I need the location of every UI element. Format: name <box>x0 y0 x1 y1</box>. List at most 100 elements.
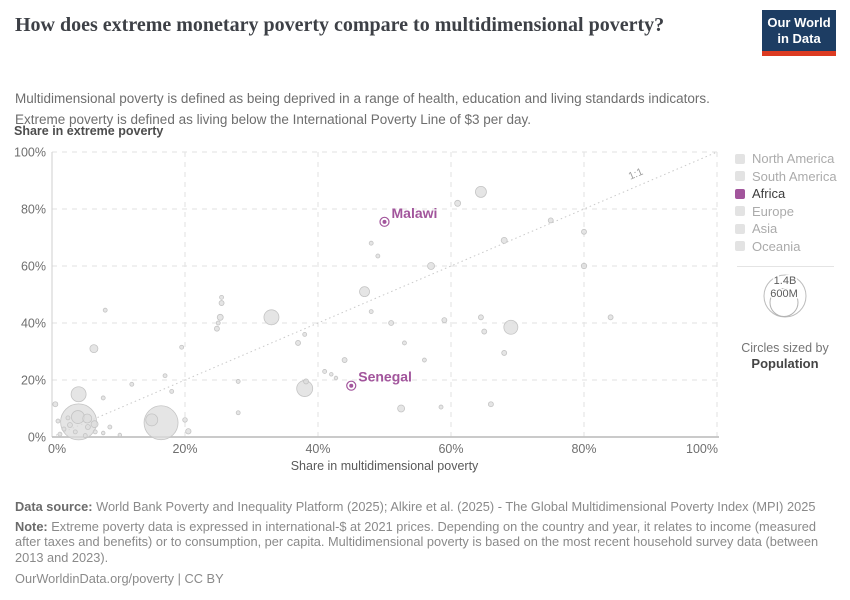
data-point[interactable] <box>129 381 135 387</box>
data-point[interactable] <box>52 401 59 408</box>
data-point[interactable] <box>263 309 280 326</box>
x-tick-label: 0% <box>48 442 66 456</box>
owid-logo[interactable]: Our World in Data <box>762 10 836 56</box>
legend-swatch-oceania <box>735 241 745 252</box>
data-point[interactable] <box>235 379 241 384</box>
data-point[interactable] <box>402 340 407 346</box>
size-legend-outer-label: 1.4B <box>774 275 797 287</box>
data-point[interactable] <box>487 401 494 408</box>
data-point[interactable] <box>388 320 395 326</box>
highlight-ring <box>379 216 390 227</box>
data-point[interactable] <box>454 199 462 207</box>
legend-item-europe[interactable]: Europe <box>735 203 845 221</box>
legend-label-africa: Africa <box>752 186 786 202</box>
data-point[interactable] <box>438 404 444 410</box>
data-point[interactable] <box>57 431 63 437</box>
data-point[interactable] <box>368 309 374 315</box>
data-point[interactable] <box>607 314 614 321</box>
data-point[interactable] <box>185 428 192 435</box>
data-point[interactable] <box>61 426 67 432</box>
data-point[interactable] <box>179 344 185 350</box>
labeled-point-malawi[interactable]: Malawi <box>379 205 437 227</box>
data-point[interactable] <box>322 369 328 374</box>
page-title: How does extreme monetary poverty compar… <box>15 14 665 36</box>
data-point[interactable] <box>500 236 508 244</box>
data-point[interactable] <box>90 420 99 429</box>
data-point[interactable] <box>475 186 487 198</box>
data-point[interactable] <box>107 424 113 430</box>
data-point[interactable] <box>89 344 99 354</box>
data-point[interactable] <box>65 415 71 421</box>
data-point[interactable] <box>218 300 225 306</box>
note-label: Note: <box>15 518 48 534</box>
data-point[interactable] <box>219 294 224 300</box>
data-point[interactable] <box>295 340 301 346</box>
legend-swatch-north-america <box>735 153 745 164</box>
data-point[interactable] <box>478 314 484 321</box>
data-point[interactable] <box>581 228 587 235</box>
data-point[interactable] <box>92 429 98 435</box>
highlight-ring <box>346 380 357 391</box>
x-tick-label: 100% <box>686 442 718 456</box>
legend-label-europe: Europe <box>752 203 794 219</box>
one-to-one-label: 1:1 <box>627 166 645 183</box>
legend-item-africa[interactable]: Africa <box>735 185 845 203</box>
data-point[interactable] <box>329 372 334 377</box>
data-point[interactable] <box>501 350 508 356</box>
data-point[interactable] <box>117 432 123 438</box>
legend-item-north-america[interactable]: North America <box>735 150 845 168</box>
data-point[interactable] <box>375 253 381 259</box>
data-point[interactable] <box>421 357 427 363</box>
data-point[interactable] <box>341 357 348 363</box>
data-point[interactable] <box>82 413 93 424</box>
y-tick-label: 80% <box>21 203 46 217</box>
data-source-text: World Bank Poverty and Inequality Platfo… <box>96 499 816 514</box>
data-point[interactable] <box>169 388 175 394</box>
data-point[interactable] <box>102 307 108 313</box>
data-source-label: Data source: <box>15 499 93 514</box>
data-point[interactable] <box>182 417 188 423</box>
data-point[interactable] <box>427 262 435 270</box>
data-point[interactable] <box>333 375 339 381</box>
y-tick-label: 20% <box>21 374 46 388</box>
data-point[interactable] <box>67 422 73 428</box>
data-point[interactable] <box>71 410 85 424</box>
size-legend-outer-circle <box>763 274 807 318</box>
data-point[interactable] <box>216 313 224 321</box>
legend-label-asia: Asia <box>752 221 778 237</box>
data-point[interactable] <box>235 410 241 416</box>
data-point[interactable] <box>70 386 87 403</box>
data-point[interactable] <box>368 240 374 246</box>
data-point[interactable] <box>101 430 106 436</box>
legend-item-asia[interactable]: Asia <box>735 220 845 238</box>
owid-logo-line2: in Data <box>777 31 821 46</box>
data-point[interactable] <box>302 331 308 337</box>
data-point[interactable] <box>72 429 78 435</box>
data-point[interactable] <box>580 262 588 270</box>
legend-swatch-africa <box>735 188 745 199</box>
legend-swatch-asia <box>735 223 745 234</box>
data-point[interactable] <box>481 328 488 335</box>
data-point[interactable] <box>303 378 309 385</box>
data-point[interactable] <box>397 404 406 413</box>
footer-link[interactable]: OurWorldinData.org/poverty | CC BY <box>15 571 224 586</box>
data-point[interactable] <box>82 433 88 438</box>
data-point[interactable] <box>547 217 554 224</box>
data-point[interactable] <box>55 418 61 424</box>
data-point[interactable] <box>85 424 91 430</box>
data-point[interactable] <box>145 413 159 427</box>
data-source-line: Data source: World Bank Poverty and Ineq… <box>15 499 837 515</box>
data-point[interactable] <box>214 325 220 332</box>
legend-item-south-america[interactable]: South America <box>735 168 845 186</box>
x-axis-title: Share in multidimensional poverty <box>290 459 479 473</box>
data-point[interactable] <box>359 286 370 298</box>
legend-item-oceania[interactable]: Oceania <box>735 238 845 256</box>
data-point[interactable] <box>441 317 448 324</box>
data-point[interactable] <box>100 395 106 401</box>
data-point[interactable] <box>215 320 221 326</box>
highlight-dot <box>382 219 387 224</box>
labeled-point-senegal[interactable]: Senegal <box>346 369 412 391</box>
data-point[interactable] <box>503 319 519 335</box>
size-legend-inner-label: 600M <box>770 288 798 300</box>
data-point[interactable] <box>162 373 168 379</box>
